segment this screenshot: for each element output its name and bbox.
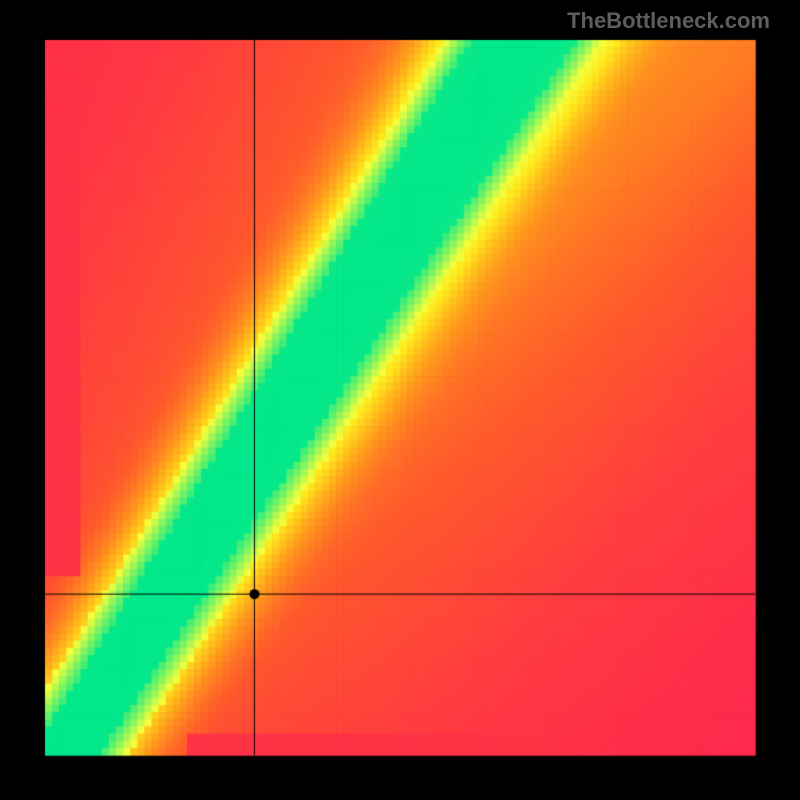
chart-container: TheBottleneck.com [0,0,800,800]
bottleneck-heatmap [0,0,800,800]
watermark-text: TheBottleneck.com [567,8,770,34]
